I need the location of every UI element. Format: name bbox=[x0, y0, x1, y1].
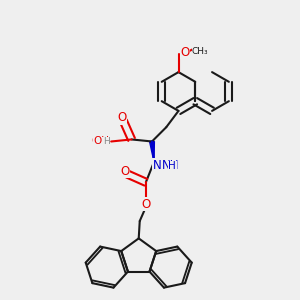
Text: O: O bbox=[141, 198, 151, 211]
Text: NH: NH bbox=[153, 159, 170, 172]
Polygon shape bbox=[150, 142, 154, 162]
Text: NH: NH bbox=[161, 159, 179, 172]
Text: OH: OH bbox=[91, 136, 107, 146]
Text: H: H bbox=[103, 137, 110, 146]
Text: H: H bbox=[168, 161, 176, 171]
Text: O: O bbox=[120, 165, 129, 178]
Text: O: O bbox=[117, 111, 127, 124]
Text: OH: OH bbox=[94, 136, 110, 146]
Text: O: O bbox=[181, 46, 190, 59]
Text: CH₃: CH₃ bbox=[192, 47, 208, 56]
